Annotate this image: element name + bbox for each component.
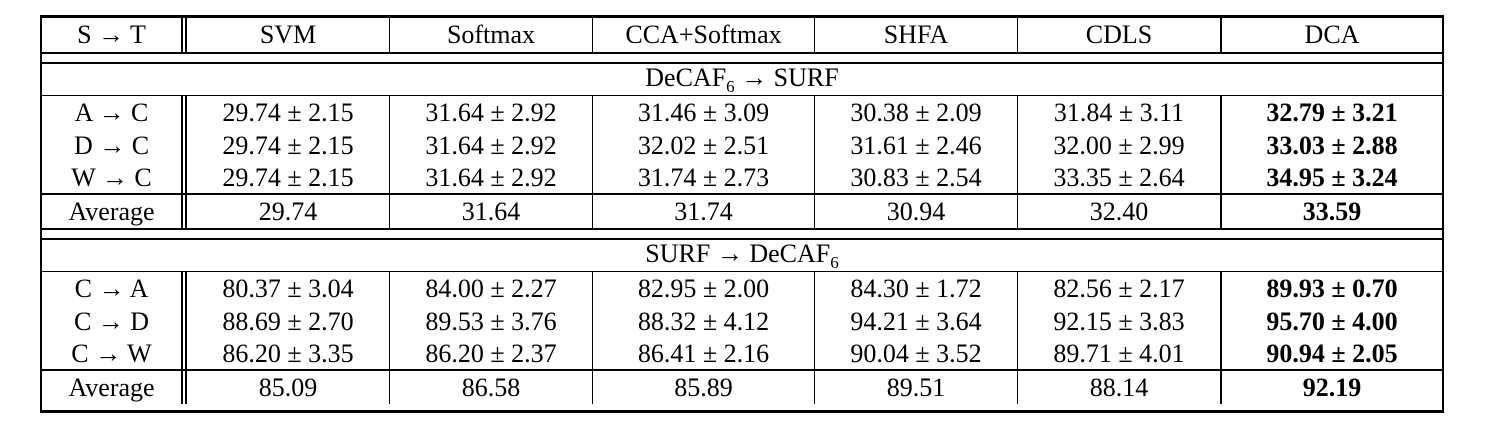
table-cell: 31.64 bbox=[390, 195, 593, 228]
header-cell-svm: SVM bbox=[187, 18, 390, 52]
row-label: A → C bbox=[42, 96, 187, 129]
table-cell: 30.38 ± 2.09 bbox=[815, 96, 1018, 129]
results-table: S → T SVM Softmax CCA+Softmax SHFA CDLS … bbox=[40, 15, 1444, 413]
row-label: D → C bbox=[42, 129, 187, 162]
table-cell: 30.83 ± 2.54 bbox=[815, 162, 1018, 193]
table-cell: 31.61 ± 2.46 bbox=[815, 129, 1018, 162]
section-gap bbox=[42, 228, 1442, 240]
table-cell: 30.94 bbox=[815, 195, 1018, 228]
table-cell-best: 34.95 ± 3.24 bbox=[1221, 162, 1442, 193]
table-cell: 89.71 ± 4.01 bbox=[1018, 338, 1221, 369]
table-cell-best: 33.03 ± 2.88 bbox=[1221, 129, 1442, 162]
table-cell: 32.02 ± 2.51 bbox=[593, 129, 815, 162]
table-cell-best: 32.79 ± 3.21 bbox=[1221, 96, 1442, 129]
section-title-text: DeCAF6 → SURF bbox=[645, 62, 839, 96]
table-cell: 85.09 bbox=[187, 371, 390, 404]
row-label: Average bbox=[42, 195, 187, 228]
table-cell-best: 89.93 ± 0.70 bbox=[1221, 272, 1442, 305]
table-cell: 84.00 ± 2.27 bbox=[390, 272, 593, 305]
average-row: Average 29.74 31.64 31.74 30.94 32.40 33… bbox=[42, 195, 1442, 228]
row-label: Average bbox=[42, 371, 187, 404]
table-cell: 86.58 bbox=[390, 371, 593, 404]
table-row: D → C 29.74 ± 2.15 31.64 ± 2.92 32.02 ± … bbox=[42, 129, 1442, 162]
row-label: C → D bbox=[42, 305, 187, 338]
table-cell: 88.14 bbox=[1018, 371, 1221, 404]
table-cell: 94.21 ± 3.64 bbox=[815, 305, 1018, 338]
header-cell-source-target: S → T bbox=[42, 18, 187, 52]
table-cell: 31.64 ± 2.92 bbox=[390, 129, 593, 162]
table-cell: 88.69 ± 2.70 bbox=[187, 305, 390, 338]
table-cell-best: 95.70 ± 4.00 bbox=[1221, 305, 1442, 338]
header-cell-dca: DCA bbox=[1221, 18, 1442, 52]
table-cell: 29.74 ± 2.15 bbox=[187, 96, 390, 129]
table-row: C → W 86.20 ± 3.35 86.20 ± 2.37 86.41 ± … bbox=[42, 338, 1442, 371]
table-row: C → A 80.37 ± 3.04 84.00 ± 2.27 82.95 ± … bbox=[42, 272, 1442, 305]
table-cell: 31.46 ± 3.09 bbox=[593, 96, 815, 129]
table-cell: 88.32 ± 4.12 bbox=[593, 305, 815, 338]
section-title-surf-to-decaf: SURF → DeCAF6 bbox=[42, 240, 1442, 272]
row-label: C → W bbox=[42, 338, 187, 369]
table-cell: 80.37 ± 3.04 bbox=[187, 272, 390, 305]
table-cell: 33.35 ± 2.64 bbox=[1018, 162, 1221, 193]
table-cell: 29.74 bbox=[187, 195, 390, 228]
table-cell: 82.95 ± 2.00 bbox=[593, 272, 815, 305]
table-cell-best: 90.94 ± 2.05 bbox=[1221, 338, 1442, 369]
table-cell: 84.30 ± 1.72 bbox=[815, 272, 1018, 305]
table-cell: 86.20 ± 2.37 bbox=[390, 338, 593, 369]
table-cell-best: 33.59 bbox=[1221, 195, 1442, 228]
header-cell-cdls: CDLS bbox=[1018, 18, 1221, 52]
table-cell: 32.40 bbox=[1018, 195, 1221, 228]
table-cell: 86.20 ± 3.35 bbox=[187, 338, 390, 369]
table-row: C → D 88.69 ± 2.70 89.53 ± 3.76 88.32 ± … bbox=[42, 305, 1442, 338]
average-row: Average 85.09 86.58 85.89 89.51 88.14 92… bbox=[42, 371, 1442, 404]
header-cell-softmax: Softmax bbox=[390, 18, 593, 52]
table-cell: 31.74 bbox=[593, 195, 815, 228]
table-cell: 31.74 ± 2.73 bbox=[593, 162, 815, 193]
table-header-row: S → T SVM Softmax CCA+Softmax SHFA CDLS … bbox=[42, 18, 1442, 54]
table-cell: 32.00 ± 2.99 bbox=[1018, 129, 1221, 162]
table-cell: 89.53 ± 3.76 bbox=[390, 305, 593, 338]
section-title-text: SURF → DeCAF6 bbox=[645, 238, 839, 272]
table-row: A → C 29.74 ± 2.15 31.64 ± 2.92 31.46 ± … bbox=[42, 96, 1442, 129]
table-cell: 29.74 ± 2.15 bbox=[187, 129, 390, 162]
table-cell: 85.89 bbox=[593, 371, 815, 404]
table-cell: 86.41 ± 2.16 bbox=[593, 338, 815, 369]
table-cell: 31.64 ± 2.92 bbox=[390, 96, 593, 129]
table-cell: 31.64 ± 2.92 bbox=[390, 162, 593, 193]
table-cell: 82.56 ± 2.17 bbox=[1018, 272, 1221, 305]
header-cell-cca-softmax: CCA+Softmax bbox=[593, 18, 815, 52]
table-cell: 31.84 ± 3.11 bbox=[1018, 96, 1221, 129]
table-cell: 29.74 ± 2.15 bbox=[187, 162, 390, 193]
header-cell-shfa: SHFA bbox=[815, 18, 1018, 52]
table-row: W → C 29.74 ± 2.15 31.64 ± 2.92 31.74 ± … bbox=[42, 162, 1442, 195]
section-gap bbox=[42, 54, 1442, 64]
table-cell: 89.51 bbox=[815, 371, 1018, 404]
table-cell-best: 92.19 bbox=[1221, 371, 1442, 404]
row-label: C → A bbox=[42, 272, 187, 305]
section-title-decaf-to-surf: DeCAF6 → SURF bbox=[42, 64, 1442, 96]
table-cell: 90.04 ± 3.52 bbox=[815, 338, 1018, 369]
row-label: W → C bbox=[42, 162, 187, 193]
table-cell: 92.15 ± 3.83 bbox=[1018, 305, 1221, 338]
